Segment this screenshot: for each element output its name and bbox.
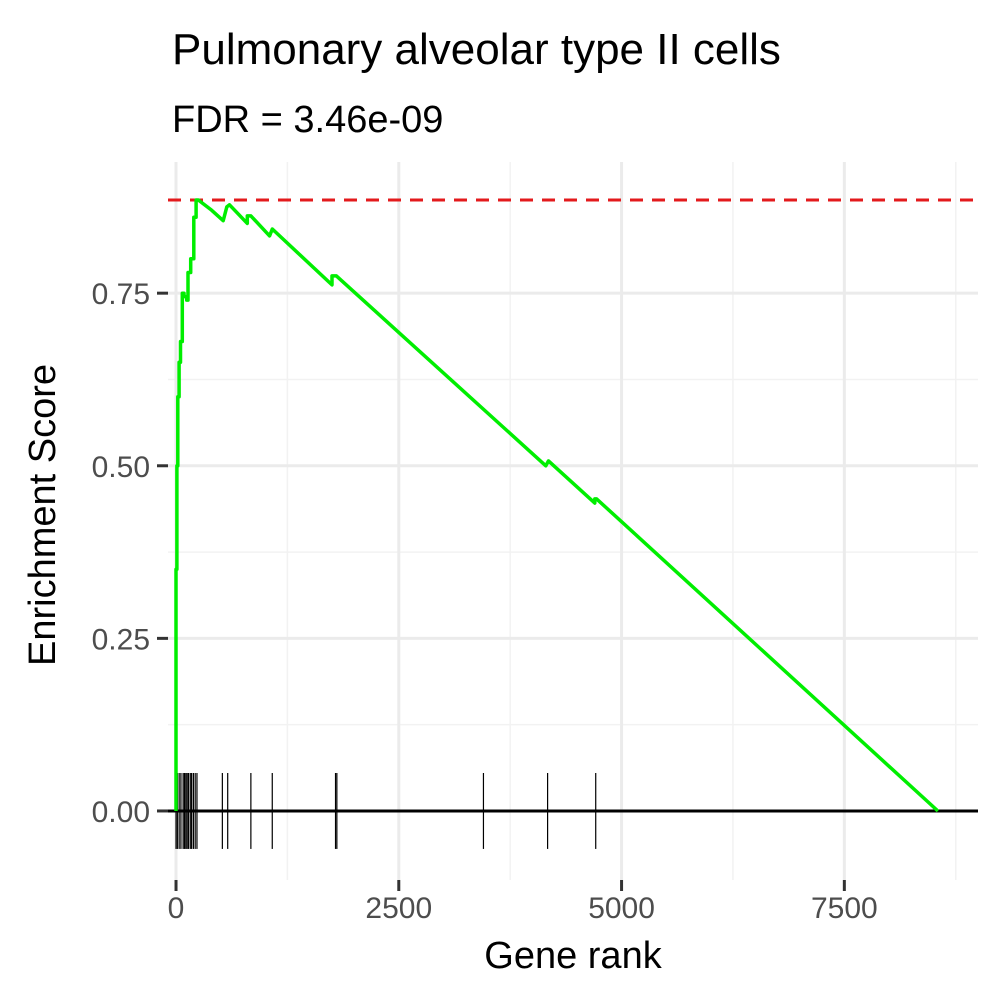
x-tick-label: 5000 <box>588 892 655 925</box>
x-tick-label: 7500 <box>811 892 878 925</box>
chart-subtitle: FDR = 3.46e-09 <box>172 99 443 141</box>
grid-lines <box>168 162 978 880</box>
x-tick-label: 0 <box>168 892 185 925</box>
reference-lines <box>168 198 978 813</box>
y-tick-label: 0.75 <box>92 278 150 311</box>
enrichment-curve <box>174 198 940 813</box>
y-tick-label: 0.50 <box>92 451 150 484</box>
y-tick-label: 0.00 <box>92 796 150 829</box>
x-axis-title: Gene rank <box>484 935 662 977</box>
chart-title: Pulmonary alveolar type II cells <box>172 25 781 74</box>
y-tick-label: 0.25 <box>92 623 150 656</box>
y-axis-title: Enrichment Score <box>22 364 64 666</box>
x-tick-label: 2500 <box>365 892 432 925</box>
axis-ticks: 0.00 0.25 0.50 0.75 0 2500 5000 7500 <box>92 278 878 925</box>
enrichment-score-line <box>174 198 940 813</box>
